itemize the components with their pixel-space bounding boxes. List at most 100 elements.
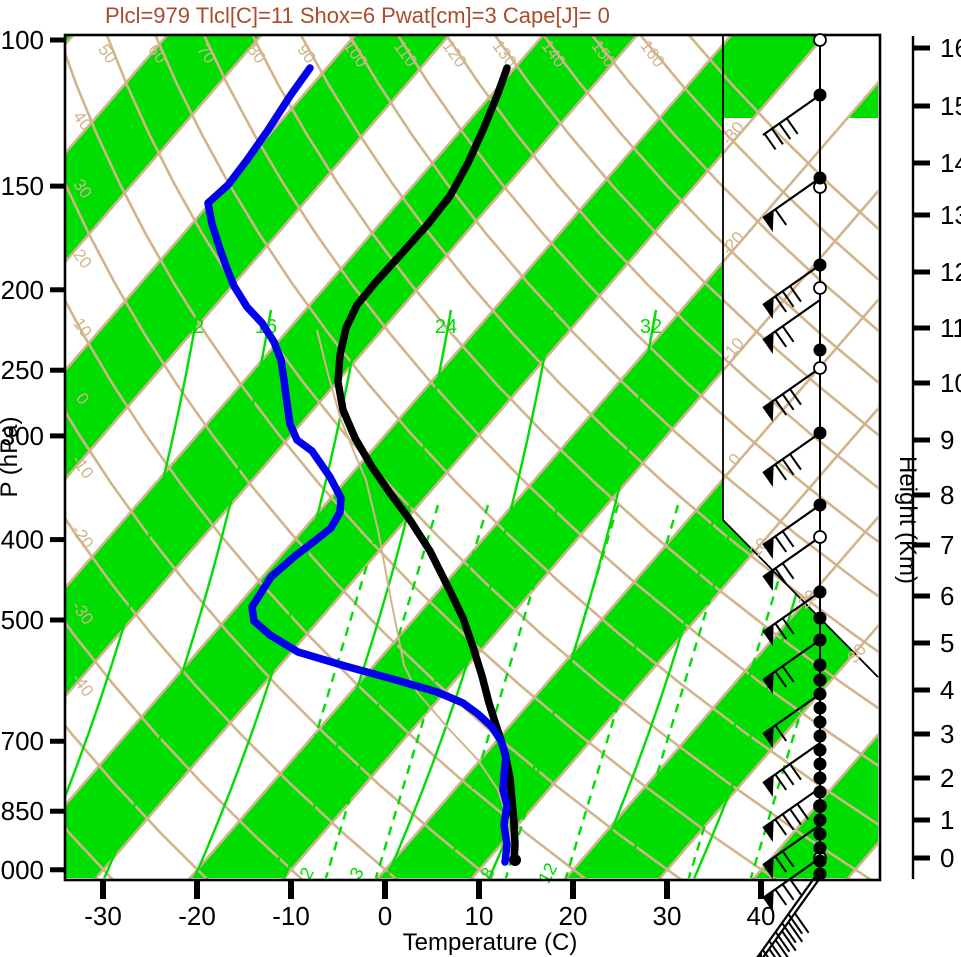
dry-adiabat-line <box>66 52 778 879</box>
isotherm-line <box>751 732 878 879</box>
wind-barb <box>762 857 821 912</box>
level-marker-dot <box>813 854 827 868</box>
green-stripe <box>66 36 827 878</box>
isotherm-line <box>66 36 451 481</box>
region-boundary <box>722 36 879 678</box>
level-marker-dot <box>813 88 827 102</box>
dry-adiabat-line <box>66 621 304 879</box>
pressure-tick-label: 100 <box>1 25 44 55</box>
frame-layer <box>63 33 882 882</box>
surface-point <box>509 854 521 866</box>
mixing-ratio-line <box>323 504 440 878</box>
wind-barb <box>762 824 821 879</box>
dry-adiabat-line <box>590 36 878 333</box>
height-axis: 012345678910111213141516 <box>911 33 961 879</box>
parcel-layer <box>316 329 513 861</box>
grid-line-label: 12 <box>182 316 204 338</box>
level-marker-dot <box>813 743 827 757</box>
level-marker-dot <box>813 827 827 841</box>
height-tick-label: 9 <box>940 425 954 455</box>
moist-adiabat-line <box>281 309 453 878</box>
height-tick-label: 2 <box>940 763 954 793</box>
isotherm-line <box>66 36 263 263</box>
dry-adiabat-line <box>66 724 209 879</box>
height-tick-label: 16 <box>940 33 961 63</box>
isotherm-line <box>563 515 878 879</box>
isotherm-line <box>281 189 878 879</box>
pressure-tick-label: 1000 <box>0 855 44 885</box>
level-marker-dot <box>813 343 827 357</box>
dry-adiabat-line <box>396 36 878 544</box>
pressure-tick-label: 700 <box>1 726 44 756</box>
height-tick-label: 15 <box>940 91 961 121</box>
level-marker-dot <box>813 729 827 743</box>
level-marker-dot <box>813 171 827 185</box>
level-marker-dot <box>813 785 827 799</box>
height-tick-label: 12 <box>940 257 961 287</box>
green-stripe <box>66 36 639 878</box>
dry-adiabat-line <box>542 36 878 384</box>
height-tick-label: 0 <box>940 843 954 873</box>
level-marker-dot <box>813 585 827 599</box>
mixing-ratio-line <box>623 504 740 878</box>
level-marker-open <box>813 281 827 295</box>
moist-adiabat-line <box>383 309 555 878</box>
level-marker-dot <box>813 813 827 827</box>
level-marker-dot <box>813 799 827 813</box>
wind-barb <box>761 877 821 957</box>
level-marker-open <box>813 530 827 544</box>
height-tick-label: 1 <box>940 805 954 835</box>
wind-barb <box>762 787 821 842</box>
level-marker-dot <box>813 771 827 785</box>
temperature-tick-label: -30 <box>84 901 122 931</box>
wind-barb <box>762 639 821 694</box>
wind-barb <box>762 504 821 559</box>
mixing-ratio-line <box>443 504 560 878</box>
dry-adiabat-line <box>154 36 878 826</box>
grid-line-label: 24 <box>435 316 457 338</box>
height-axis-label: Height (Km) <box>894 456 921 584</box>
pressure-tick-label: 200 <box>1 275 44 305</box>
height-tick-label: 10 <box>940 368 961 398</box>
green-stripe <box>66 36 451 878</box>
moist-adiabat-line <box>66 309 200 878</box>
green-stripe <box>563 36 878 878</box>
dry-adiabat-line <box>66 410 494 879</box>
pressure-tick-label: 150 <box>1 171 44 201</box>
isotherm-line <box>469 406 878 879</box>
dry-adiabat-line <box>299 36 878 654</box>
level-marker-dot <box>813 258 827 272</box>
level-marker-dot <box>813 658 827 672</box>
dry-adiabat-line <box>493 36 878 437</box>
sounding-region-boundary <box>722 36 879 678</box>
level-marker-dot <box>813 633 827 647</box>
height-tick-label: 7 <box>940 530 954 560</box>
dry-adiabat-line <box>348 36 878 598</box>
isotherm-line <box>66 36 639 698</box>
temperature-tick-label: -10 <box>272 901 310 931</box>
pressure-axis-label: P (hPa) <box>0 417 23 498</box>
temperature-tick-label: 20 <box>559 901 588 931</box>
wind-barb <box>762 591 821 646</box>
moist-adiabat-line <box>486 309 658 878</box>
parcel-curve <box>316 329 513 861</box>
pressure-tick-label: 400 <box>1 525 44 555</box>
height-tick-label: 14 <box>940 148 961 178</box>
level-marker-dot <box>813 867 827 881</box>
dry-adiabat-line <box>639 36 878 282</box>
dry-adiabat-line <box>445 36 878 490</box>
level-marker-dot <box>813 701 827 715</box>
level-marker-dot <box>813 687 827 701</box>
level-marker-open <box>813 361 827 375</box>
height-tick-label: 8 <box>940 480 954 510</box>
temperature-tick-label: 30 <box>653 901 682 931</box>
level-marker-dot <box>813 611 827 625</box>
wind-barb <box>762 536 821 591</box>
sounding-curves <box>204 64 521 866</box>
chart-title: Plcl=979 Tlcl[C]=11 Shox=6 Pwat[cm]=3 Ca… <box>105 3 610 28</box>
level-marker-dot <box>813 426 827 440</box>
level-marker-dot <box>813 498 827 512</box>
isotherm-line <box>93 36 827 879</box>
wind-barb <box>762 264 821 319</box>
